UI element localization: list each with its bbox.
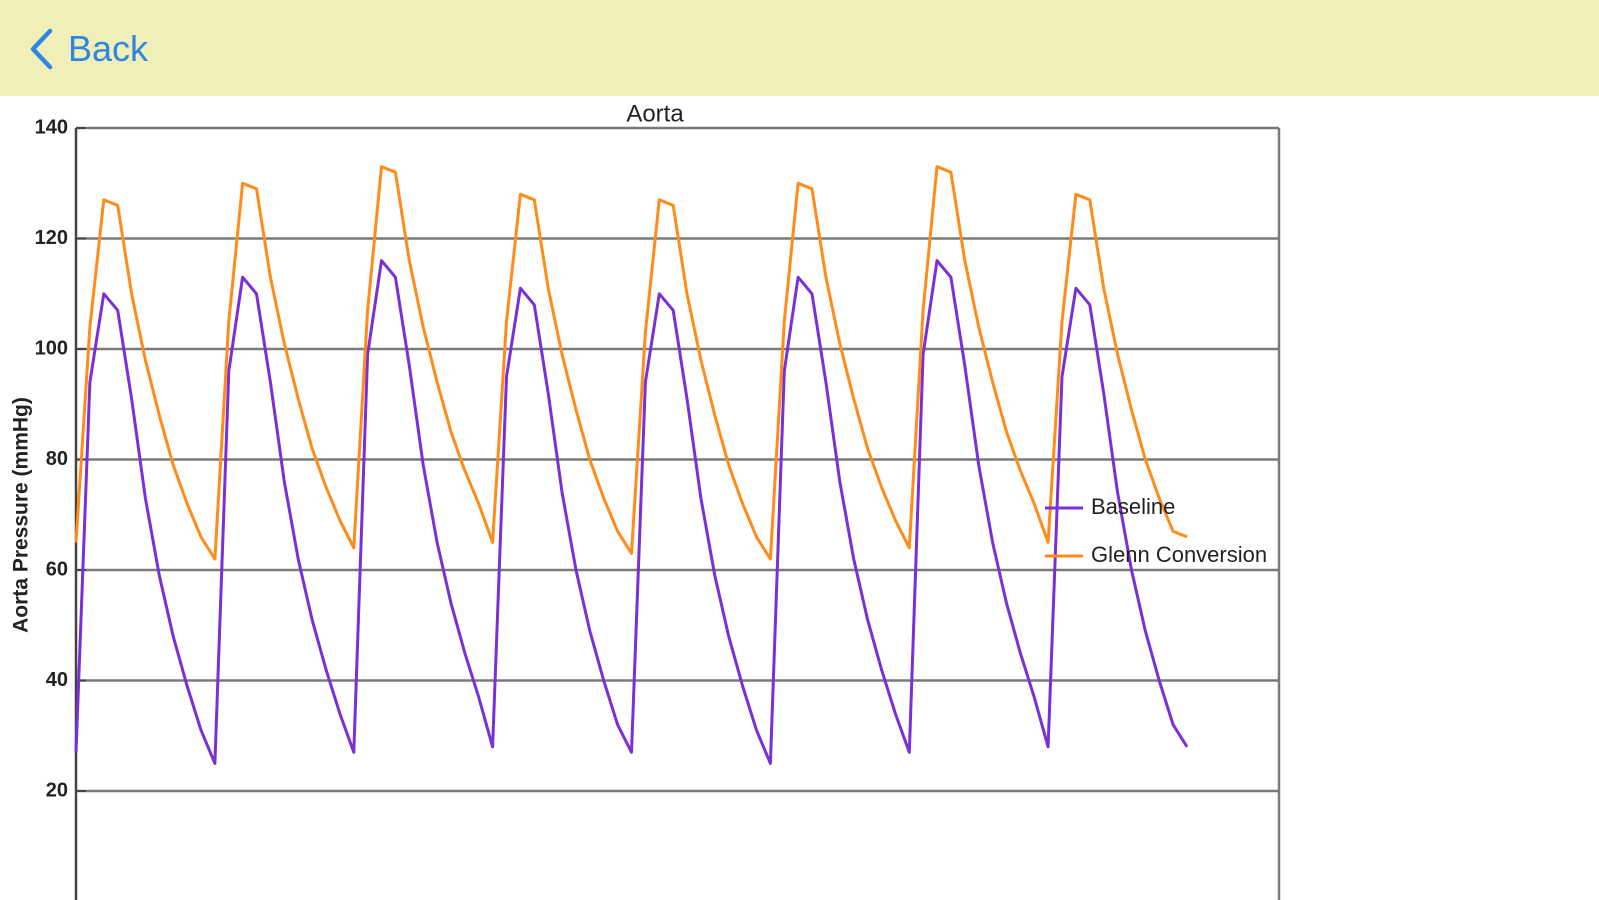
- y-tick-label: 120: [35, 227, 68, 249]
- chart-title: Aorta: [626, 100, 684, 127]
- nav-bar: Back: [0, 0, 1599, 96]
- line-series: [74, 259, 1189, 765]
- legend-label: Glenn Conversion: [1091, 542, 1267, 567]
- y-tick-label: 140: [35, 116, 68, 138]
- y-tick-label: 60: [46, 558, 68, 580]
- y-axis-label: Aorta Pressure (mmHg): [10, 397, 33, 633]
- y-tick-label: 20: [46, 779, 68, 801]
- y-tick-label: 100: [35, 337, 68, 359]
- line-series: [74, 165, 1188, 561]
- y-tick-label: 40: [46, 669, 68, 691]
- y-tick-label: 80: [46, 448, 68, 470]
- back-button[interactable]: Back: [28, 26, 148, 72]
- legend-label: Baseline: [1091, 494, 1175, 519]
- back-chevron: [30, 28, 53, 70]
- back-label: Back: [68, 28, 149, 69]
